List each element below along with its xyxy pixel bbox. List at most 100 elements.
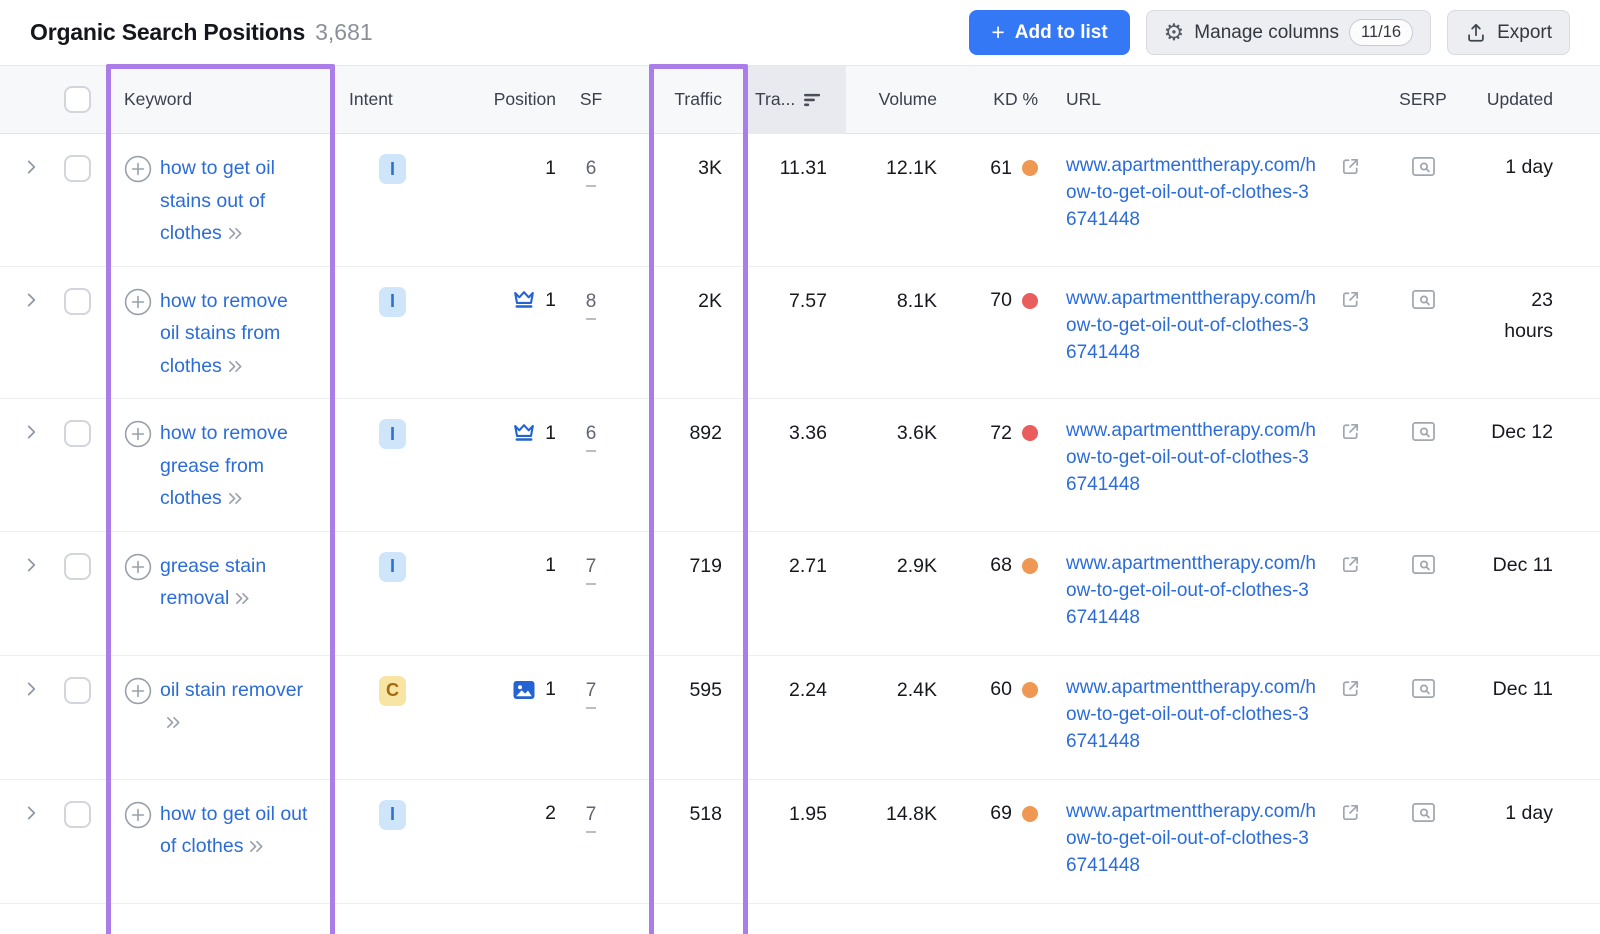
url-link[interactable]: www.apartmenttherapy.com/how-to-get-oil-… (1066, 287, 1316, 363)
url-link[interactable]: www.apartmenttherapy.com/how-to-get-oil-… (1066, 800, 1316, 876)
intent-column-header[interactable]: Intent (349, 89, 393, 109)
kd-difficulty-dot (1022, 425, 1038, 441)
row-checkbox[interactable] (64, 676, 91, 704)
serp-features-count[interactable]: 6 (585, 156, 597, 187)
serp-features-count[interactable]: 7 (585, 802, 597, 833)
select-all-checkbox[interactable] (64, 86, 91, 113)
volume-column-header[interactable]: Volume (878, 89, 937, 109)
title-bar: Organic Search Positions 3,681 + Add to … (0, 0, 1600, 66)
row-checkbox[interactable] (64, 800, 91, 828)
updated-value: 1 day (1505, 801, 1553, 824)
table-row: how to get oil out of clothes I 2 7 518 … (0, 779, 1600, 904)
volume-value: 2.4K (896, 678, 937, 701)
external-link-icon[interactable] (1340, 421, 1361, 442)
serp-preview-icon[interactable] (1411, 420, 1436, 443)
external-link-icon[interactable] (1340, 678, 1361, 699)
traffic-value: 595 (689, 678, 722, 701)
serp-features-count[interactable]: 6 (585, 421, 597, 452)
keyword-link[interactable]: grease stain removal (160, 554, 267, 610)
kd-difficulty-dot (1022, 805, 1038, 822)
add-keyword-icon[interactable] (124, 677, 152, 705)
kd-difficulty-dot (1022, 557, 1038, 574)
serp-preview-icon[interactable] (1411, 288, 1436, 311)
row-checkbox[interactable] (64, 287, 91, 315)
kd-value: 72 (990, 421, 1012, 444)
updated-column-header[interactable]: Updated (1486, 89, 1553, 109)
row-checkbox[interactable] (64, 420, 91, 447)
expand-chevron-icon[interactable] (24, 424, 39, 440)
url-link[interactable]: www.apartmenttherapy.com/how-to-get-oil-… (1066, 676, 1316, 752)
expand-chevron-icon[interactable] (24, 292, 39, 308)
add-keyword-icon[interactable] (124, 801, 152, 829)
table-row: oil stain remover C 1 7 595 2.24 2.4K 60… (0, 655, 1600, 780)
intent-badge[interactable]: C (379, 675, 406, 706)
keyword-link[interactable]: how to get oil stains out of clothes (160, 157, 275, 244)
add-to-list-button[interactable]: + Add to list (969, 10, 1130, 55)
expand-chevron-icon[interactable] (24, 681, 39, 697)
url-link[interactable]: www.apartmenttherapy.com/how-to-get-oil-… (1066, 155, 1316, 230)
manage-columns-button[interactable]: ⚙ Manage columns 11/16 (1145, 10, 1432, 55)
row-checkbox[interactable] (64, 155, 91, 182)
kd-difficulty-dot (1022, 160, 1038, 176)
crown-icon (514, 423, 534, 441)
url-link[interactable]: www.apartmenttherapy.com/how-to-get-oil-… (1066, 420, 1316, 495)
updated-value: Dec 12 (1491, 421, 1553, 443)
intent-badge[interactable]: I (379, 154, 406, 184)
kd-value: 61 (990, 156, 1012, 179)
intent-badge[interactable]: I (379, 799, 406, 830)
serp-preview-icon[interactable] (1411, 801, 1436, 824)
updated-value: 23 hours (1504, 288, 1553, 342)
keyword-link[interactable]: how to remove oil stains from clothes (160, 289, 288, 377)
kd-difficulty-dot (1022, 292, 1038, 309)
expand-chevron-icon[interactable] (24, 805, 39, 821)
url-link[interactable]: www.apartmenttherapy.com/how-to-get-oil-… (1066, 552, 1316, 628)
table-row: grease stain removal I 1 7 719 2.71 2.9K… (0, 531, 1600, 656)
intent-badge[interactable]: I (379, 419, 406, 449)
keyword-column-header[interactable]: Keyword (124, 89, 193, 109)
serp-preview-icon[interactable] (1411, 155, 1436, 178)
sf-column-header[interactable]: SF (579, 89, 603, 109)
gear-icon: ⚙ (1163, 19, 1185, 45)
serp-features-count[interactable]: 7 (585, 678, 597, 709)
serp-preview-icon[interactable] (1411, 553, 1436, 576)
keyword-detail-icon (228, 492, 242, 505)
kd-value: 69 (990, 802, 1012, 825)
table-body: how to get oil stains out of clothes I 1… (0, 134, 1600, 904)
intent-badge[interactable]: I (379, 551, 406, 582)
serp-preview-icon[interactable] (1411, 677, 1436, 700)
add-keyword-icon[interactable] (124, 553, 152, 581)
add-keyword-icon[interactable] (124, 155, 152, 183)
keyword-detail-icon (228, 360, 242, 372)
volume-value: 3.6K (896, 422, 937, 444)
traffic-value: 3K (698, 157, 722, 179)
keyword-link[interactable]: how to remove grease from clothes (160, 422, 288, 509)
add-keyword-icon[interactable] (124, 288, 152, 316)
keyword-link[interactable]: how to get oil out of clothes (160, 802, 308, 858)
intent-badge[interactable]: I (379, 286, 406, 317)
external-link-icon[interactable] (1340, 289, 1361, 310)
url-column-header[interactable]: URL (1066, 89, 1102, 109)
kd-column-header[interactable]: KD % (993, 89, 1038, 109)
keyword-link[interactable]: oil stain remover (160, 674, 308, 739)
position-column-header[interactable]: Position (493, 89, 556, 109)
traffic-pct-column-header[interactable]: Tra... (746, 65, 846, 134)
external-link-icon[interactable] (1340, 554, 1361, 575)
traffic-column-header[interactable]: Traffic (674, 89, 722, 109)
add-keyword-icon[interactable] (124, 420, 152, 448)
serp-features-count[interactable]: 8 (585, 289, 597, 320)
keyword-detail-icon (228, 227, 242, 240)
expand-chevron-icon[interactable] (24, 159, 39, 175)
row-checkbox[interactable] (64, 552, 91, 580)
serp-features-count[interactable]: 7 (585, 554, 597, 585)
traffic-pct-value: 1.95 (789, 802, 827, 825)
expand-chevron-icon[interactable] (24, 557, 39, 573)
traffic-value: 2K (698, 289, 722, 312)
external-link-icon[interactable] (1340, 156, 1361, 177)
export-button[interactable]: Export (1447, 10, 1570, 55)
serp-column-header: SERP (1399, 89, 1447, 109)
table-header: Keyword Intent Position SF Traffic Tra..… (0, 65, 1600, 134)
volume-value: 14.8K (886, 802, 937, 825)
kd-value: 68 (990, 554, 1012, 577)
crown-icon (514, 291, 534, 308)
external-link-icon[interactable] (1340, 802, 1361, 823)
